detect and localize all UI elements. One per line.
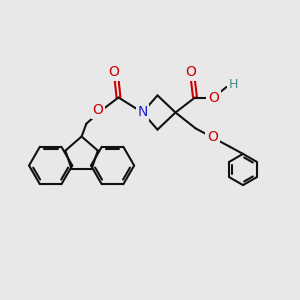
Text: O: O — [109, 65, 119, 79]
Text: O: O — [207, 130, 218, 144]
Text: O: O — [185, 65, 196, 79]
Text: H: H — [228, 77, 238, 91]
Text: O: O — [92, 103, 103, 117]
Text: N: N — [137, 106, 148, 119]
Text: O: O — [208, 91, 219, 104]
